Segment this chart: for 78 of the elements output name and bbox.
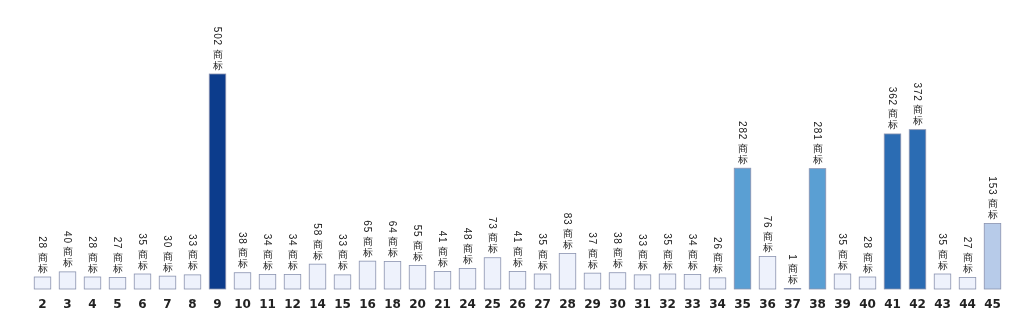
data-label: 153 商标 (987, 176, 998, 220)
data-label: 1 商标 (787, 254, 798, 286)
x-tick-label: 15 (334, 297, 351, 311)
data-label: 55 商标 (412, 224, 423, 262)
data-label: 28 商标 (87, 236, 98, 274)
data-label: 58 商标 (312, 223, 323, 261)
data-label: 38 商标 (237, 231, 248, 270)
x-tick-label: 8 (188, 297, 197, 311)
x-tick-label: 14 (309, 297, 326, 311)
data-label: 64 商标 (387, 220, 398, 259)
data-label: 281 商标 (812, 121, 823, 166)
x-tick-label: 3 (63, 297, 72, 311)
x-tick-label: 36 (759, 297, 776, 311)
data-label: 35 商标 (937, 233, 948, 271)
x-tick-label: 32 (659, 297, 676, 311)
data-label: 41 商标 (437, 230, 448, 268)
x-tick-label: 4 (88, 297, 97, 311)
x-tick-label: 16 (359, 297, 376, 311)
data-label: 38 商标 (612, 231, 623, 270)
x-tick-label: 34 (709, 297, 726, 311)
data-label: 35 商标 (662, 233, 673, 271)
x-tick-label: 20 (409, 297, 426, 311)
x-tick-label: 6 (138, 297, 147, 311)
data-label: 41 商标 (512, 230, 523, 268)
x-tick-label: 2 (38, 297, 47, 311)
x-tick-label: 40 (859, 297, 876, 311)
data-label: 362 商标 (887, 86, 898, 131)
data-label: 33 商标 (337, 234, 348, 272)
x-tick-label: 35 (734, 297, 751, 311)
data-label: 35 商标 (837, 233, 848, 271)
data-label: 502 商标 (212, 26, 223, 71)
data-label: 34 商标 (687, 233, 698, 271)
x-tick-label: 12 (284, 297, 301, 311)
data-label: 83 商标 (562, 212, 573, 250)
data-label: 33 商标 (637, 234, 648, 272)
x-tick-label: 7 (163, 297, 172, 311)
data-label: 28 商标 (37, 236, 48, 274)
x-tick-label: 21 (434, 297, 451, 311)
x-tick-label: 5 (113, 297, 122, 311)
x-tick-label: 31 (634, 297, 651, 311)
data-label: 35 商标 (537, 233, 548, 271)
x-tick-label: 18 (384, 297, 401, 311)
data-label: 26 商标 (712, 237, 723, 275)
x-tick-label: 9 (213, 297, 222, 311)
x-tick-label: 33 (684, 297, 701, 311)
x-tick-label: 30 (609, 297, 626, 311)
data-label: 27 商标 (112, 236, 123, 274)
x-tick-label: 25 (484, 297, 501, 311)
x-tick-label: 10 (234, 297, 251, 311)
x-tick-label: 24 (459, 297, 476, 311)
data-label: 372 商标 (912, 82, 923, 127)
x-tick-label: 38 (809, 297, 826, 311)
data-label: 30 商标 (162, 235, 173, 273)
data-label: 35 商标 (137, 233, 148, 271)
x-tick-label: 45 (984, 297, 1001, 311)
data-label: 40 商标 (62, 231, 73, 269)
x-tick-label: 42 (909, 297, 926, 311)
x-tick-label: 11 (259, 297, 276, 311)
x-tick-label: 26 (509, 297, 526, 311)
x-tick-label: 41 (884, 297, 901, 311)
data-label: 27 商标 (962, 236, 973, 274)
data-label: 65 商标 (362, 220, 373, 258)
data-label: 48 商标 (462, 227, 473, 265)
x-tick-label: 29 (584, 297, 601, 311)
data-label: 34 商标 (287, 233, 298, 271)
data-label: 73 商标 (487, 216, 498, 255)
data-label: 28 商标 (862, 236, 873, 274)
x-tick-label: 39 (834, 297, 851, 311)
x-tick-label: 43 (934, 297, 951, 311)
data-label: 37 商标 (587, 232, 598, 270)
x-tick-label: 28 (559, 297, 576, 311)
data-label: 76 商标 (762, 215, 773, 253)
data-label: 33 商标 (187, 234, 198, 272)
data-label: 282 商标 (737, 121, 748, 165)
x-tick-label: 37 (784, 297, 801, 311)
x-tick-label: 44 (959, 297, 976, 311)
x-tick-label: 27 (534, 297, 551, 311)
data-label: 34 商标 (262, 233, 273, 271)
